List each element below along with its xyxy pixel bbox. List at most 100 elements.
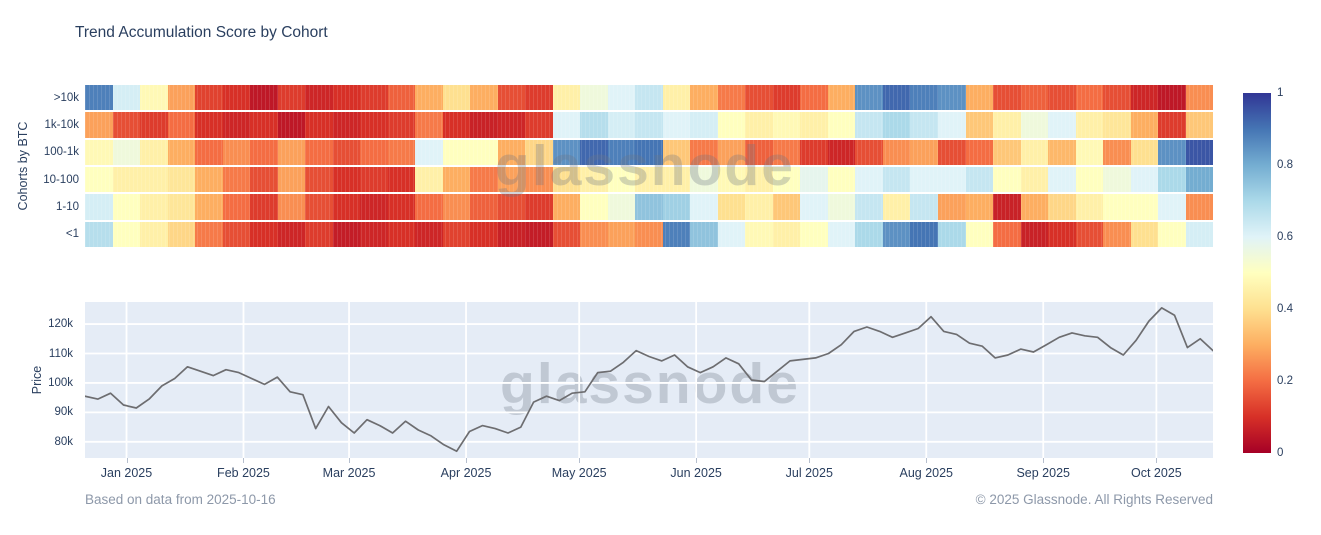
- heatmap-cell: [277, 221, 306, 247]
- heatmap-cell: [415, 166, 443, 193]
- heatmap-cell: [1048, 112, 1076, 138]
- heatmap-cell: [305, 85, 333, 111]
- heatmap-cell: [1020, 112, 1049, 138]
- heatmap-cell: [497, 221, 526, 247]
- heatmap-cell: [937, 139, 966, 165]
- heatmap-cell: [855, 194, 883, 220]
- heatmap-cell: [222, 194, 251, 220]
- heatmap-cell: [772, 139, 801, 165]
- heatmap-cell: [910, 139, 938, 165]
- heatmap-cell: [1158, 85, 1186, 111]
- x-month-label: Apr 2025: [440, 466, 492, 480]
- heatmap-cell: [827, 194, 856, 220]
- score-colorbar: [1243, 93, 1271, 453]
- heatmap-cell: [195, 166, 223, 193]
- heatmap-cell: [745, 112, 773, 138]
- heatmap-row-1k-10k[interactable]: [85, 112, 1214, 138]
- heatmap-cell: [112, 139, 141, 165]
- heatmap-cell: [745, 85, 773, 111]
- heatmap-cell: [1130, 166, 1159, 193]
- heatmap-cell: [1130, 139, 1159, 165]
- heatmap-cell: [1130, 221, 1159, 247]
- heatmap-cell: [85, 112, 113, 138]
- heatmap-cell: [442, 112, 471, 138]
- heatmap-cell: [800, 112, 828, 138]
- heatmap-y-axis: >10k 1k-10k 100-1k 10-100 1-10 <1: [0, 85, 79, 247]
- heatmap-cell: [1185, 112, 1214, 138]
- heatmap-cell: [717, 139, 746, 165]
- heatmap-cell: [882, 112, 911, 138]
- heatmap-cell: [1020, 139, 1049, 165]
- heatmap-cell: [1103, 85, 1131, 111]
- heatmap-cell: [387, 166, 416, 193]
- heatmap-cell: [195, 221, 223, 247]
- heatmap-cell: [415, 221, 443, 247]
- heatmap-cell: [662, 194, 691, 220]
- heatmap-cell: [552, 112, 581, 138]
- heatmap-cell: [497, 85, 526, 111]
- heatmap-cell: [717, 194, 746, 220]
- heatmap-cell: [167, 139, 196, 165]
- heatmap-cell: [525, 85, 553, 111]
- heatmap-cell: [580, 139, 608, 165]
- heatmap-cell: [277, 85, 306, 111]
- heatmap-cell: [332, 166, 361, 193]
- heatmap-cell: [1075, 112, 1104, 138]
- heatmap-cell: [635, 85, 663, 111]
- heatmap-cell: [112, 85, 141, 111]
- heatmap-cell: [1048, 221, 1076, 247]
- heatmap-cell: [360, 166, 388, 193]
- heatmap-cell: [360, 194, 388, 220]
- heatmap-cell: [195, 194, 223, 220]
- heatmap-daily-texture: [85, 221, 1213, 247]
- heatmap-cell: [662, 112, 691, 138]
- heatmap-cell: [140, 85, 168, 111]
- colorbar-tick-label: 0.8: [1277, 159, 1293, 171]
- x-month-label: Jun 2025: [670, 466, 722, 480]
- heatmap-cell: [1130, 112, 1159, 138]
- cohort-heatmap[interactable]: [85, 85, 1214, 247]
- heatmap-cell: [662, 221, 691, 247]
- x-month-label: Oct 2025: [1130, 466, 1182, 480]
- heatmap-cell: [1048, 85, 1076, 111]
- heatmap-row-1-10[interactable]: [85, 194, 1214, 220]
- heatmap-cell: [910, 85, 938, 111]
- heatmap-cell: [1048, 166, 1076, 193]
- heatmap-cell: [690, 85, 718, 111]
- heatmap-cell: [277, 139, 306, 165]
- heatmap-row-10-100[interactable]: [85, 166, 1214, 193]
- heatmap-cell: [717, 166, 746, 193]
- heatmap-cell: [635, 112, 663, 138]
- heatmap-cell: [635, 166, 663, 193]
- heatmap-row-<1[interactable]: [85, 221, 1214, 247]
- x-axis-months: Jan 2025 Feb 2025 Mar 2025 Apr 2025 May 2025…: [85, 458, 1213, 483]
- heatmap-cell: [1130, 194, 1159, 220]
- btc-price-line: [85, 307, 1213, 453]
- cohort-label: <1: [65, 228, 79, 241]
- heatmap-cell: [772, 166, 801, 193]
- heatmap-cell: [470, 194, 498, 220]
- heatmap-row-100-1k[interactable]: [85, 139, 1214, 165]
- heatmap-row->10k[interactable]: [85, 85, 1214, 111]
- heatmap-cell: [387, 112, 416, 138]
- heatmap-cell: [1185, 194, 1214, 220]
- heatmap-cell: [993, 221, 1021, 247]
- heatmap-cell: [827, 139, 856, 165]
- heatmap-cell: [222, 85, 251, 111]
- heatmap-cell: [690, 194, 718, 220]
- heatmap-cell: [552, 166, 581, 193]
- heatmap-cell: [690, 166, 718, 193]
- price-chart[interactable]: glassnode: [85, 302, 1213, 458]
- heatmap-cell: [1020, 194, 1049, 220]
- heatmap-cell: [635, 139, 663, 165]
- heatmap-cell: [855, 166, 883, 193]
- heatmap-cell: [167, 85, 196, 111]
- x-tick-mark: [1156, 458, 1158, 463]
- heatmap-cell: [167, 221, 196, 247]
- heatmap-cell: [1103, 166, 1131, 193]
- heatmap-cell: [745, 139, 773, 165]
- data-source-note: Based on data from 2025-10-16: [85, 492, 276, 507]
- copyright-note: © 2025 Glassnode. All Rights Reserved: [975, 492, 1213, 507]
- heatmap-cell: [85, 85, 113, 111]
- heatmap-cell: [800, 221, 828, 247]
